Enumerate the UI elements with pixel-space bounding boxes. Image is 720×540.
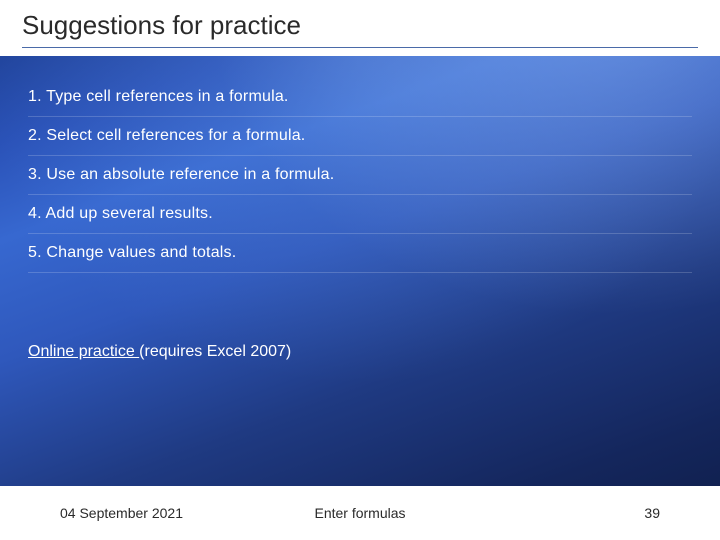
slide-title: Suggestions for practice [22,10,698,48]
slide-header: Suggestions for practice [0,0,720,56]
list-item: 1. Type cell references in a formula. [28,78,692,117]
footer-page-number: 39 [644,505,660,521]
list-item: 3. Use an absolute reference in a formul… [28,156,692,195]
list-item: 4. Add up several results. [28,195,692,234]
online-practice-link[interactable]: Online practice [28,343,139,360]
slide: Suggestions for practice 1. Type cell re… [0,0,720,540]
slide-footer: 04 September 2021 Enter formulas 39 [0,486,720,540]
list-item: 5. Change values and totals. [28,234,692,273]
footer-title: Enter formulas [314,505,405,521]
online-practice-requirement: (requires Excel 2007) [139,343,291,360]
slide-body: 1. Type cell references in a formula. 2.… [0,56,720,361]
footer-date: 04 September 2021 [60,505,183,521]
online-practice-line: Online practice (requires Excel 2007) [28,343,692,361]
list-item: 2. Select cell references for a formula. [28,117,692,156]
